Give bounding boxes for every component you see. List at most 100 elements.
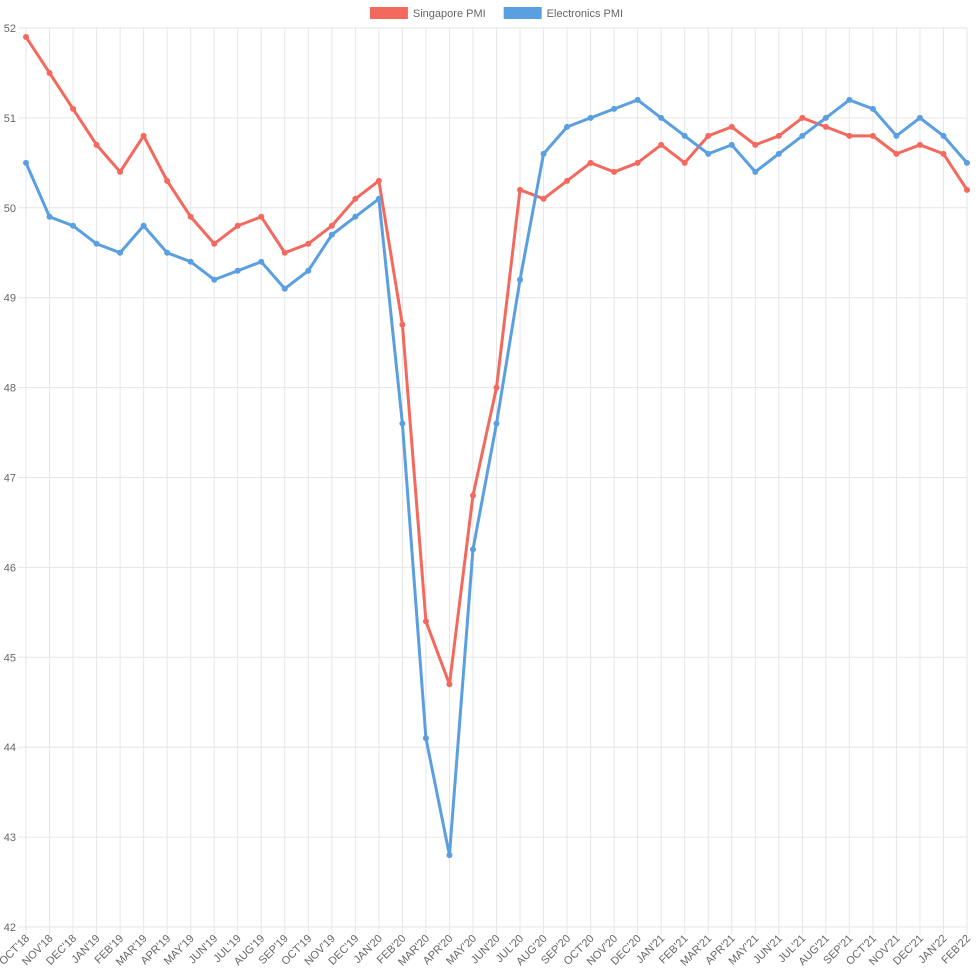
point <box>893 132 900 139</box>
point <box>658 141 665 148</box>
point <box>869 105 876 112</box>
point <box>375 195 382 202</box>
point <box>705 132 712 139</box>
point <box>846 96 853 103</box>
point <box>164 177 171 184</box>
point <box>211 276 218 283</box>
point <box>964 186 970 193</box>
point <box>70 222 77 229</box>
point <box>164 249 171 256</box>
point <box>893 150 900 157</box>
point <box>140 222 147 229</box>
point <box>564 123 571 130</box>
point <box>328 222 335 229</box>
legend-swatch <box>369 7 408 19</box>
point <box>258 213 265 220</box>
y-tick-label: 49 <box>4 293 16 305</box>
point <box>799 132 806 139</box>
y-tick-label: 45 <box>4 652 16 664</box>
point <box>517 276 524 283</box>
grid <box>18 27 968 935</box>
point <box>752 141 759 148</box>
point <box>846 132 853 139</box>
y-tick-label: 47 <box>4 473 16 485</box>
point <box>611 168 618 175</box>
point <box>70 105 77 112</box>
point <box>728 123 735 130</box>
point <box>23 159 29 166</box>
point <box>117 249 124 256</box>
y-tick-label: 50 <box>4 203 16 215</box>
point <box>93 240 100 247</box>
point <box>587 159 594 166</box>
legend-label: Singapore PMI <box>413 8 486 20</box>
point <box>658 114 665 121</box>
point <box>705 150 712 157</box>
point <box>469 492 476 499</box>
point <box>375 177 382 184</box>
point <box>634 96 641 103</box>
point <box>211 240 218 247</box>
point <box>540 195 547 202</box>
point <box>517 186 524 193</box>
point <box>728 141 735 148</box>
point <box>446 681 453 688</box>
y-tick-label: 46 <box>4 562 16 574</box>
point <box>775 132 782 139</box>
point <box>422 735 429 742</box>
point <box>469 546 476 553</box>
y-tick-label: 43 <box>4 832 16 844</box>
point <box>46 213 53 220</box>
point <box>399 420 406 427</box>
point <box>822 114 829 121</box>
y-tick-label: 44 <box>4 742 16 754</box>
point <box>187 213 194 220</box>
point <box>611 105 618 112</box>
point <box>352 213 359 220</box>
point <box>46 69 53 76</box>
point <box>305 240 312 247</box>
point <box>916 141 923 148</box>
point <box>634 159 641 166</box>
point <box>352 195 359 202</box>
point <box>422 618 429 625</box>
point <box>281 285 288 292</box>
point <box>399 321 406 328</box>
point <box>964 159 970 166</box>
point <box>23 33 29 40</box>
point <box>869 132 876 139</box>
point <box>752 168 759 175</box>
y-tick-label: 48 <box>4 383 16 395</box>
point <box>940 150 947 157</box>
point <box>446 852 453 859</box>
point <box>187 258 194 265</box>
point <box>258 258 265 265</box>
point <box>587 114 594 121</box>
point <box>493 420 500 427</box>
point <box>775 150 782 157</box>
point <box>564 177 571 184</box>
point <box>305 267 312 274</box>
point <box>940 132 947 139</box>
point <box>117 168 124 175</box>
point <box>822 123 829 130</box>
point <box>93 141 100 148</box>
point <box>281 249 288 256</box>
legend: Singapore PMI Electronics PMI <box>369 7 623 20</box>
point <box>234 222 241 229</box>
legend-label: Electronics PMI <box>547 8 623 20</box>
point <box>540 150 547 157</box>
point <box>916 114 923 121</box>
legend-swatch <box>503 7 542 19</box>
point <box>234 267 241 274</box>
y-tick-label: 42 <box>4 922 16 934</box>
point <box>140 132 147 139</box>
point <box>681 159 688 166</box>
y-tick-label: 51 <box>4 113 16 125</box>
point <box>799 114 806 121</box>
point <box>328 231 335 238</box>
point <box>493 384 500 391</box>
point <box>681 132 688 139</box>
y-tick-label: 52 <box>4 23 16 35</box>
